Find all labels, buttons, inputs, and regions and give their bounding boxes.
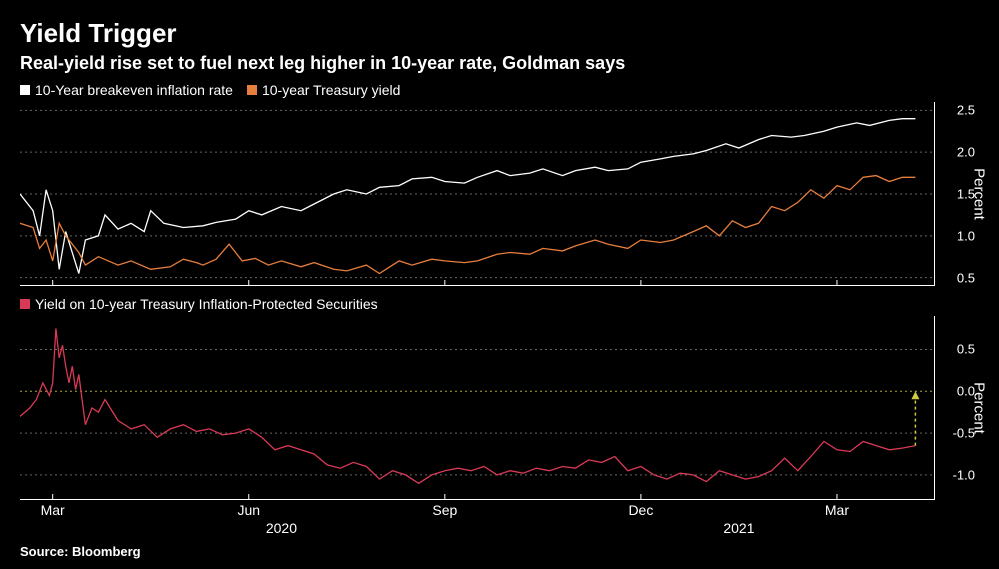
y-tick-label: 2.5 [957,103,975,118]
x-tick-label: Jun [237,502,260,518]
bottom-y-axis: Percent -1.0-0.50.00.5 [935,316,979,500]
legend-swatch [20,299,30,309]
y-tick-label: 0.5 [957,342,975,357]
y-tick-label: -1.0 [953,467,975,482]
x-tick-label: Dec [628,502,653,518]
top-chart-area [20,102,935,286]
series-tips_yield [20,329,915,484]
y-tick-label: 1.5 [957,187,975,202]
legend-label: 10-Year breakeven inflation rate [35,82,233,98]
source-label: Source: Bloomberg [20,544,979,559]
y-tick-label: -0.5 [953,426,975,441]
legend-swatch [20,85,30,95]
legend-label: Yield on 10-year Treasury Inflation-Prot… [35,296,378,312]
legend-item: 10-Year breakeven inflation rate [20,82,233,98]
x-tick-label: 2021 [723,520,754,536]
y-tick-label: 0.0 [957,384,975,399]
legend-label: 10-year Treasury yield [262,82,401,98]
y-tick-label: 2.0 [957,145,975,160]
bottom-chart-area [20,316,935,500]
top-legend: 10-Year breakeven inflation rate 10-year … [20,82,979,98]
legend-item: Yield on 10-year Treasury Inflation-Prot… [20,296,378,312]
chart-title: Yield Trigger [20,18,979,49]
x-tick-label: Mar [825,502,849,518]
legend-swatch [247,85,257,95]
bottom-legend: Yield on 10-year Treasury Inflation-Prot… [20,296,979,312]
chart-subtitle: Real-yield rise set to fuel next leg hig… [20,53,979,74]
legend-item: 10-year Treasury yield [247,82,401,98]
x-tick-label: Mar [41,502,65,518]
top-y-axis: Percent 0.51.01.52.02.5 [935,102,979,286]
y-tick-label: 1.0 [957,228,975,243]
x-tick-label: Sep [432,502,457,518]
series-breakeven [20,119,915,274]
series-treasury_yield [20,176,915,274]
y-tick-label: 0.5 [957,270,975,285]
x-axis: Mar Jun 2020 Sep Dec 2021 Mar [20,500,915,542]
x-tick-label: 2020 [266,520,297,536]
